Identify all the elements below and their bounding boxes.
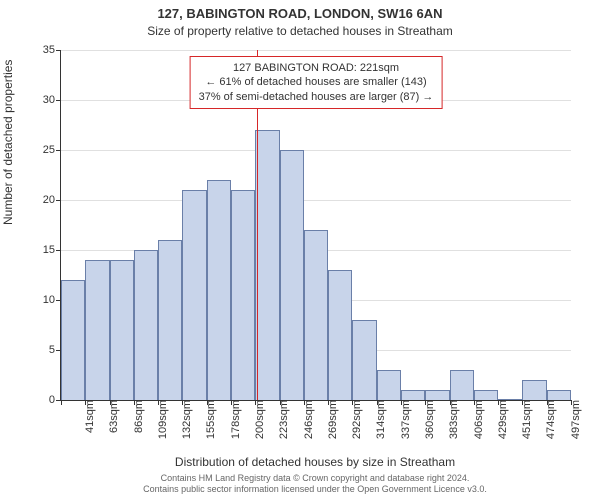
attribution-line-1: Contains HM Land Registry data © Crown c… bbox=[161, 473, 470, 483]
xtick-label: 223sqm bbox=[272, 400, 290, 439]
ytick-label: 35 bbox=[43, 44, 61, 56]
xtick-mark bbox=[231, 400, 232, 405]
gridline bbox=[61, 50, 571, 51]
histogram-bar bbox=[522, 380, 546, 400]
xtick-label: 132sqm bbox=[175, 400, 193, 439]
xtick-mark bbox=[352, 400, 353, 405]
histogram-bar bbox=[401, 390, 425, 400]
attribution-line-2: Contains public sector information licen… bbox=[143, 484, 487, 494]
annotation-line-2: ← 61% of detached houses are smaller (14… bbox=[199, 75, 434, 89]
histogram-bar bbox=[182, 190, 206, 400]
xtick-label: 41sqm bbox=[78, 400, 96, 433]
xtick-label: 292sqm bbox=[345, 400, 363, 439]
xtick-mark bbox=[401, 400, 402, 405]
histogram-bar bbox=[158, 240, 182, 400]
gridline bbox=[61, 150, 571, 151]
xtick-label: 178sqm bbox=[224, 400, 242, 439]
xtick-label: 269sqm bbox=[321, 400, 339, 439]
xtick-mark bbox=[328, 400, 329, 405]
xtick-label: 200sqm bbox=[248, 400, 266, 439]
xtick-mark bbox=[571, 400, 572, 405]
xtick-label: 383sqm bbox=[442, 400, 460, 439]
xtick-mark bbox=[182, 400, 183, 405]
xtick-label: 63sqm bbox=[102, 400, 120, 433]
chart-title-main: 127, BABINGTON ROAD, LONDON, SW16 6AN bbox=[0, 6, 600, 21]
histogram-bar bbox=[134, 250, 158, 400]
ytick-label: 15 bbox=[43, 244, 61, 256]
gridline bbox=[61, 200, 571, 201]
ytick-label: 20 bbox=[43, 194, 61, 206]
histogram-bar bbox=[207, 180, 231, 400]
xtick-mark bbox=[377, 400, 378, 405]
histogram-bar bbox=[255, 130, 279, 400]
xtick-mark bbox=[304, 400, 305, 405]
histogram-bar bbox=[352, 320, 376, 400]
histogram-bar bbox=[377, 370, 401, 400]
xtick-mark bbox=[474, 400, 475, 405]
xtick-mark bbox=[280, 400, 281, 405]
xtick-label: 360sqm bbox=[418, 400, 436, 439]
histogram-bar bbox=[547, 390, 571, 400]
annotation-line-1: 127 BABINGTON ROAD: 221sqm bbox=[199, 61, 434, 75]
xtick-mark bbox=[255, 400, 256, 405]
ytick-label: 25 bbox=[43, 144, 61, 156]
histogram-bar bbox=[280, 150, 304, 400]
xtick-label: 155sqm bbox=[199, 400, 217, 439]
xtick-mark bbox=[61, 400, 62, 405]
xtick-mark bbox=[450, 400, 451, 405]
histogram-bar bbox=[85, 260, 109, 400]
ytick-label: 0 bbox=[49, 394, 61, 406]
xtick-label: 246sqm bbox=[297, 400, 315, 439]
xtick-mark bbox=[547, 400, 548, 405]
xtick-label: 474sqm bbox=[539, 400, 557, 439]
xtick-label: 451sqm bbox=[515, 400, 533, 439]
xtick-label: 429sqm bbox=[491, 400, 509, 439]
xtick-mark bbox=[134, 400, 135, 405]
histogram-bar bbox=[110, 260, 134, 400]
histogram-bar bbox=[474, 390, 498, 400]
xtick-mark bbox=[522, 400, 523, 405]
x-axis-label: Distribution of detached houses by size … bbox=[60, 455, 570, 469]
xtick-mark bbox=[85, 400, 86, 405]
xtick-mark bbox=[158, 400, 159, 405]
histogram-bar bbox=[61, 280, 85, 400]
xtick-mark bbox=[110, 400, 111, 405]
xtick-label: 86sqm bbox=[127, 400, 145, 433]
ytick-label: 10 bbox=[43, 294, 61, 306]
xtick-label: 314sqm bbox=[369, 400, 387, 439]
xtick-mark bbox=[425, 400, 426, 405]
attribution-text: Contains HM Land Registry data © Crown c… bbox=[60, 473, 570, 495]
xtick-label: 109sqm bbox=[151, 400, 169, 439]
annotation-box: 127 BABINGTON ROAD: 221sqm ← 61% of deta… bbox=[190, 56, 443, 109]
annotation-line-3: 37% of semi-detached houses are larger (… bbox=[199, 90, 434, 104]
xtick-label: 337sqm bbox=[394, 400, 412, 439]
histogram-bar bbox=[304, 230, 328, 400]
xtick-mark bbox=[207, 400, 208, 405]
histogram-bar bbox=[450, 370, 474, 400]
plot-area: 127 BABINGTON ROAD: 221sqm ← 61% of deta… bbox=[60, 50, 571, 401]
ytick-label: 5 bbox=[49, 344, 61, 356]
chart-title-sub: Size of property relative to detached ho… bbox=[0, 24, 600, 38]
ytick-label: 30 bbox=[43, 94, 61, 106]
xtick-label: 497sqm bbox=[564, 400, 582, 439]
histogram-bar bbox=[231, 190, 255, 400]
y-axis-label: Number of detached properties bbox=[1, 60, 15, 225]
chart-container: 127, BABINGTON ROAD, LONDON, SW16 6AN Si… bbox=[0, 0, 600, 500]
xtick-label: 406sqm bbox=[467, 400, 485, 439]
histogram-bar bbox=[328, 270, 352, 400]
xtick-mark bbox=[498, 400, 499, 405]
histogram-bar bbox=[425, 390, 449, 400]
